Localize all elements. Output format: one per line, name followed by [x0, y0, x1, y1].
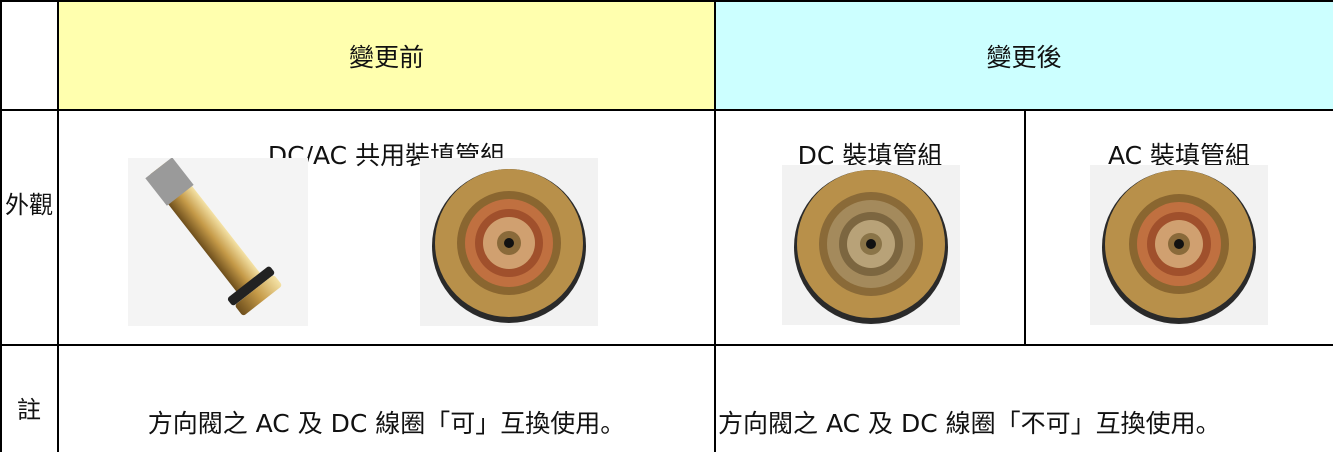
header-before-bg [58, 0, 715, 110]
border [0, 109, 1333, 111]
tube-photo [128, 158, 308, 326]
header-after-bg [715, 0, 1333, 110]
dc-photo [782, 165, 960, 325]
cell-text: 方向閥之 AC 及 DC 線圈「可」互換使用。 [147, 409, 626, 438]
row-label: 註 [17, 396, 41, 424]
ac-photo [420, 158, 598, 326]
header-after: 變更後 [986, 43, 1062, 72]
border [0, 344, 1333, 346]
cell-text: 方向閥之 AC 及 DC 線圈「不可」互換使用。 [718, 409, 1221, 438]
header-before: 變更前 [348, 43, 424, 72]
border [57, 0, 59, 452]
ac-photo [1090, 165, 1268, 325]
border [0, 0, 2, 452]
border [1024, 110, 1026, 345]
row-label: 外觀 [5, 191, 53, 219]
border [0, 0, 1333, 2]
border [714, 0, 716, 452]
